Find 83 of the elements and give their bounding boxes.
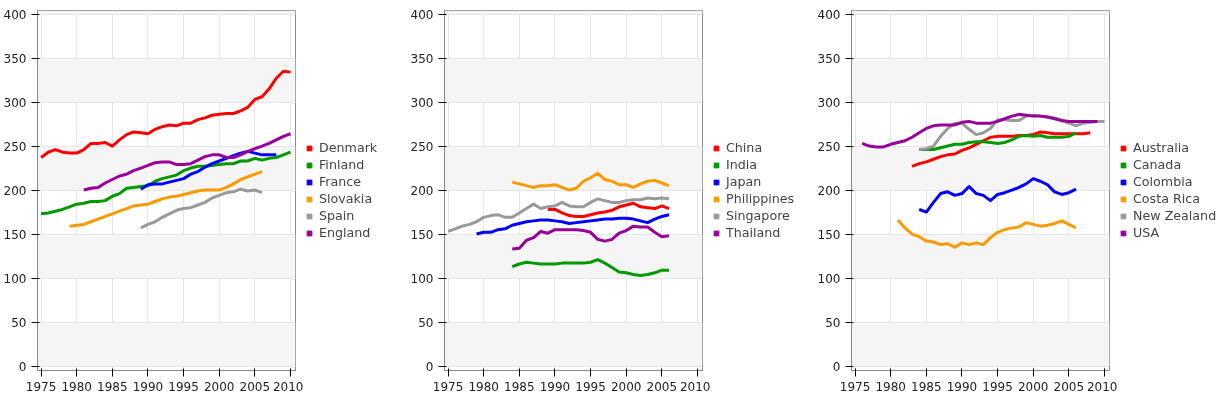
legend-label: USA	[1133, 225, 1160, 240]
x-tick-label: 1980	[61, 379, 92, 394]
x-tick-label: 2000	[610, 379, 642, 394]
legend-label: Philippines	[726, 191, 795, 206]
legend-label: China	[726, 140, 763, 155]
line-series	[475, 213, 671, 236]
y-tick-label: 0	[425, 360, 434, 375]
y-tick-label: 350	[3, 52, 27, 67]
y-tick-label: 50	[825, 316, 841, 331]
x-tick-label: 1980	[875, 379, 906, 394]
legend-label: France	[319, 174, 362, 189]
y-tick-label: 400	[3, 8, 27, 23]
y-tick-label: 0	[18, 360, 27, 375]
x-tick-label: 2005	[646, 379, 678, 394]
line-series	[510, 258, 671, 277]
y-tick-label: 200	[817, 184, 841, 199]
legend-label: Thailand	[726, 225, 781, 240]
legend-label: England	[319, 225, 371, 240]
x-tick-label: 1985	[97, 379, 128, 394]
x-tick-label: 1990	[132, 379, 164, 394]
y-tick-label: 50	[11, 316, 27, 331]
y-tick-label: 400	[817, 8, 841, 23]
x-tick-label: 1975	[432, 379, 464, 394]
line-series	[139, 187, 264, 230]
line-series	[917, 177, 1078, 214]
line-series	[860, 112, 1099, 149]
y-tick-label: 300	[3, 96, 27, 111]
line-series	[510, 171, 671, 192]
x-tick-label: 2000	[1017, 379, 1049, 394]
x-tick-label: 1995	[168, 379, 199, 394]
y-tick-label: 100	[410, 272, 434, 287]
y-tick-label: 250	[817, 140, 841, 155]
x-tick-label: 1990	[539, 379, 571, 394]
y-tick-label: 400	[410, 8, 434, 23]
y-tick-label: 150	[410, 228, 434, 243]
x-tick-label: 2000	[203, 379, 235, 394]
y-tick-label: 200	[410, 184, 434, 199]
y-tick-label: 350	[410, 52, 434, 67]
x-tick-label: 1990	[946, 379, 978, 394]
y-tick-label: 100	[817, 272, 841, 287]
y-tick-label: 200	[3, 184, 27, 199]
legend-label: Finland	[319, 157, 365, 172]
x-tick-label: 1995	[982, 379, 1013, 394]
y-tick-label: 250	[3, 140, 27, 155]
y-tick-label: 50	[418, 316, 434, 331]
x-tick-label: 2010	[679, 379, 711, 394]
line-series	[510, 224, 671, 251]
legend-label: Costa Rica	[1133, 191, 1200, 206]
y-tick-label: 250	[410, 140, 434, 155]
x-tick-label: 2010	[1086, 379, 1118, 394]
x-tick-label: 2010	[272, 379, 304, 394]
legend-label: Spain	[319, 208, 355, 223]
legend-label: Japan	[726, 174, 762, 189]
legend-label: India	[726, 157, 758, 172]
line-series	[39, 69, 293, 159]
line-series	[82, 132, 293, 192]
y-tick-label: 100	[3, 272, 27, 287]
x-tick-label: 1975	[25, 379, 57, 394]
y-tick-label: 300	[410, 96, 434, 111]
y-tick-label: 350	[817, 52, 841, 67]
y-tick-label: 150	[817, 228, 841, 243]
legend-label: Colombia	[1133, 174, 1193, 189]
line-series	[68, 170, 264, 228]
x-tick-label: 1995	[575, 379, 606, 394]
x-tick-label: 1975	[839, 379, 871, 394]
y-tick-label: 300	[817, 96, 841, 111]
line-series	[39, 150, 293, 216]
legend-label: New Zealand	[1133, 208, 1217, 223]
legend-label: Canada	[1133, 157, 1182, 172]
x-tick-label: 1985	[911, 379, 942, 394]
x-tick-label: 1980	[468, 379, 499, 394]
line-series	[896, 218, 1078, 249]
line-series	[546, 201, 671, 218]
y-tick-label: 150	[3, 228, 27, 243]
line-series	[446, 196, 671, 233]
legend-label: Australia	[1133, 140, 1189, 155]
legend-label: Slovakia	[319, 191, 373, 206]
legend-label: Denmark	[319, 140, 378, 155]
y-tick-label: 0	[832, 360, 841, 375]
x-tick-label: 1985	[504, 379, 535, 394]
x-tick-label: 2005	[1053, 379, 1085, 394]
x-tick-label: 2005	[239, 379, 271, 394]
legend-label: Singapore	[726, 208, 790, 223]
